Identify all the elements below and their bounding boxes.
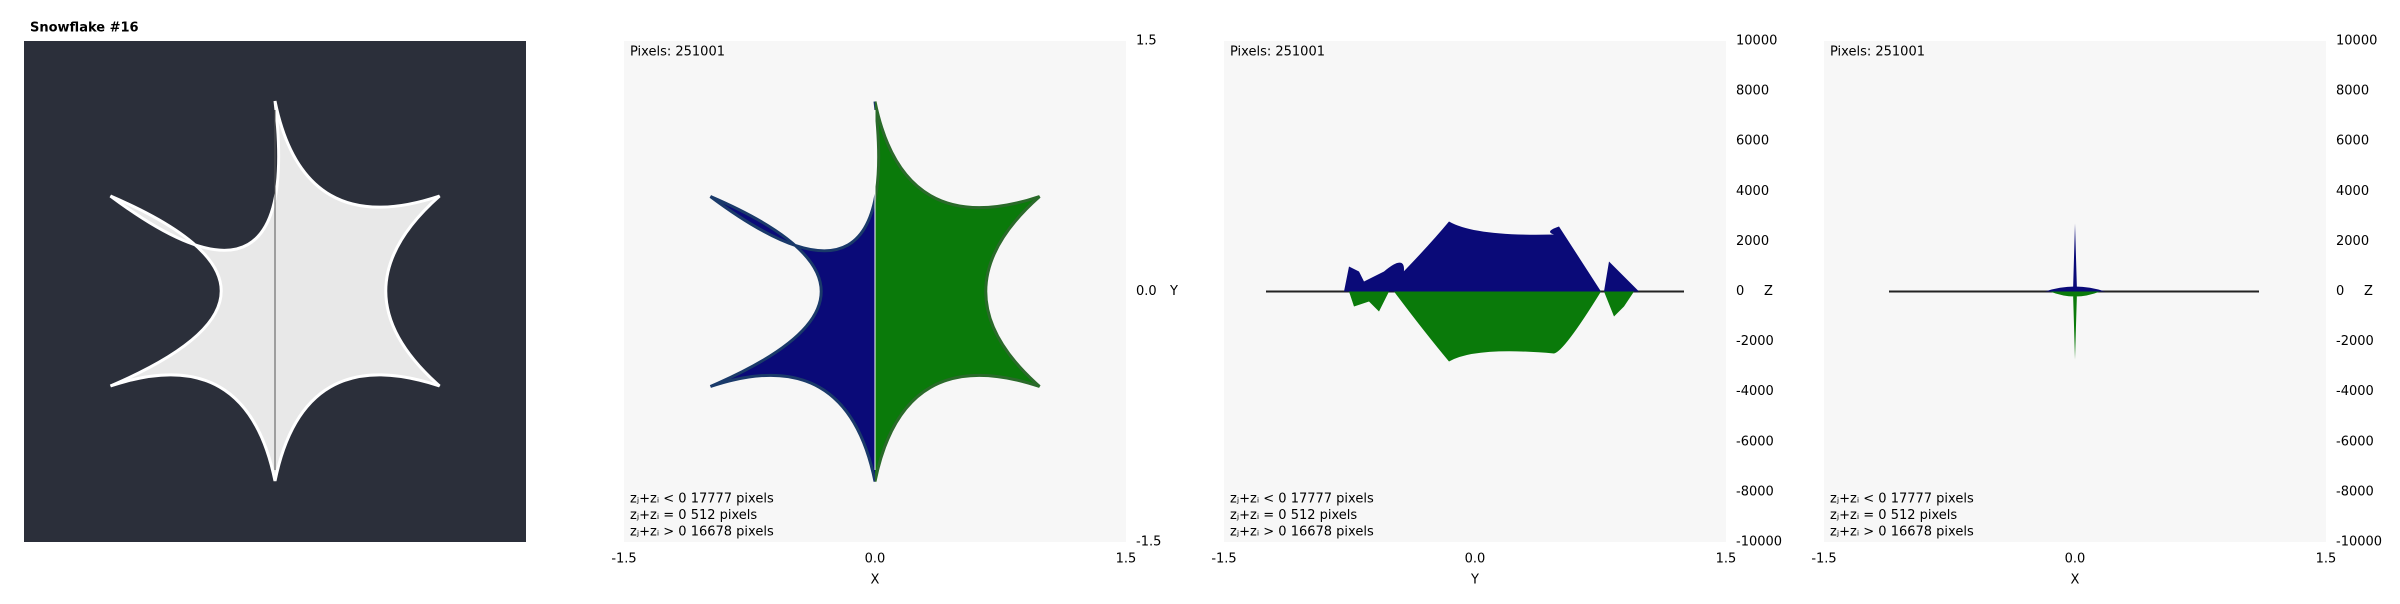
y-tick-label: 1.5 bbox=[1136, 34, 1157, 49]
legend-entry: zⱼ+zᵢ = 0 512 pixels bbox=[1830, 508, 1957, 523]
x-tick-label: 1.5 bbox=[1116, 552, 1137, 567]
y-tick-label: 10000 bbox=[2336, 34, 2377, 49]
y-tick-label: -8000 bbox=[1736, 484, 1774, 499]
y-tick-label: -6000 bbox=[1736, 434, 1774, 449]
y-axis-label: Z bbox=[1764, 284, 1773, 299]
y-tick-label: 4000 bbox=[1736, 184, 1769, 199]
x-tick-label: 1.5 bbox=[2316, 552, 2337, 567]
x-tick-label: -1.5 bbox=[1811, 552, 1836, 567]
y-tick-label: -2000 bbox=[1736, 334, 1774, 349]
y-tick-label: -10000 bbox=[1736, 535, 1782, 550]
legend-entry: zⱼ+zᵢ > 0 16678 pixels bbox=[1230, 525, 1374, 540]
y-tick-label: -4000 bbox=[1736, 384, 1774, 399]
pixel-count: Pixels: 251001 bbox=[1230, 45, 1325, 60]
y-axis-label: Y bbox=[1169, 284, 1178, 299]
y-tick-label: 4000 bbox=[2336, 184, 2369, 199]
profile-positive bbox=[2045, 223, 2105, 292]
x-tick-label: 0.0 bbox=[2065, 552, 2086, 567]
y-tick-label: 0 bbox=[1736, 284, 1744, 299]
x-axis-label: X bbox=[2071, 573, 2080, 588]
y-tick-label: 0.0 bbox=[1136, 284, 1157, 299]
legend-entry: zⱼ+zᵢ = 0 512 pixels bbox=[1230, 508, 1357, 523]
profile-negative bbox=[2050, 291, 2100, 360]
y-tick-label: 2000 bbox=[2336, 234, 2369, 249]
legend-entry: zⱼ+zᵢ = 0 512 pixels bbox=[630, 508, 757, 523]
x-axis-label: X bbox=[871, 573, 880, 588]
legend-entry: zⱼ+zᵢ < 0 17777 pixels bbox=[1830, 492, 1974, 507]
y-tick-label: 6000 bbox=[1736, 134, 1769, 149]
y-tick-label: 2000 bbox=[1736, 234, 1769, 249]
y-tick-label: -4000 bbox=[2336, 384, 2374, 399]
y-tick-label: 8000 bbox=[2336, 84, 2369, 99]
y-tick-label: -2000 bbox=[2336, 334, 2374, 349]
x-tick-label: 0.0 bbox=[1465, 552, 1486, 567]
y-tick-label: -10000 bbox=[2336, 535, 2382, 550]
flake-positive bbox=[875, 101, 1041, 482]
window-title: Snowflake #16 bbox=[30, 21, 139, 36]
profile-negative bbox=[1349, 291, 1634, 362]
x-tick-label: -1.5 bbox=[1211, 552, 1236, 567]
y-tick-label: -1.5 bbox=[1136, 535, 1161, 550]
x-tick-label: 0.0 bbox=[865, 552, 886, 567]
x-tick-label: -1.5 bbox=[611, 552, 636, 567]
legend-entry: zⱼ+zᵢ > 0 16678 pixels bbox=[1830, 525, 1974, 540]
pixel-count: Pixels: 251001 bbox=[630, 45, 725, 60]
legend-entry: zⱼ+zᵢ < 0 17777 pixels bbox=[630, 492, 774, 507]
pixel-count: Pixels: 251001 bbox=[1830, 45, 1925, 60]
y-tick-label: 0 bbox=[2336, 284, 2344, 299]
x-tick-label: 1.5 bbox=[1716, 552, 1737, 567]
flake-negative bbox=[709, 101, 875, 482]
y-tick-label: 8000 bbox=[1736, 84, 1769, 99]
y-tick-label: -8000 bbox=[2336, 484, 2374, 499]
y-tick-label: -6000 bbox=[2336, 434, 2374, 449]
profile-positive bbox=[1344, 221, 1639, 292]
legend-entry: zⱼ+zᵢ > 0 16678 pixels bbox=[630, 525, 774, 540]
legend-entry: zⱼ+zᵢ < 0 17777 pixels bbox=[1230, 492, 1374, 507]
y-tick-label: 6000 bbox=[2336, 134, 2369, 149]
x-axis-label: Y bbox=[1470, 573, 1479, 588]
y-tick-label: 10000 bbox=[1736, 34, 1777, 49]
y-axis-label: Z bbox=[2364, 284, 2373, 299]
